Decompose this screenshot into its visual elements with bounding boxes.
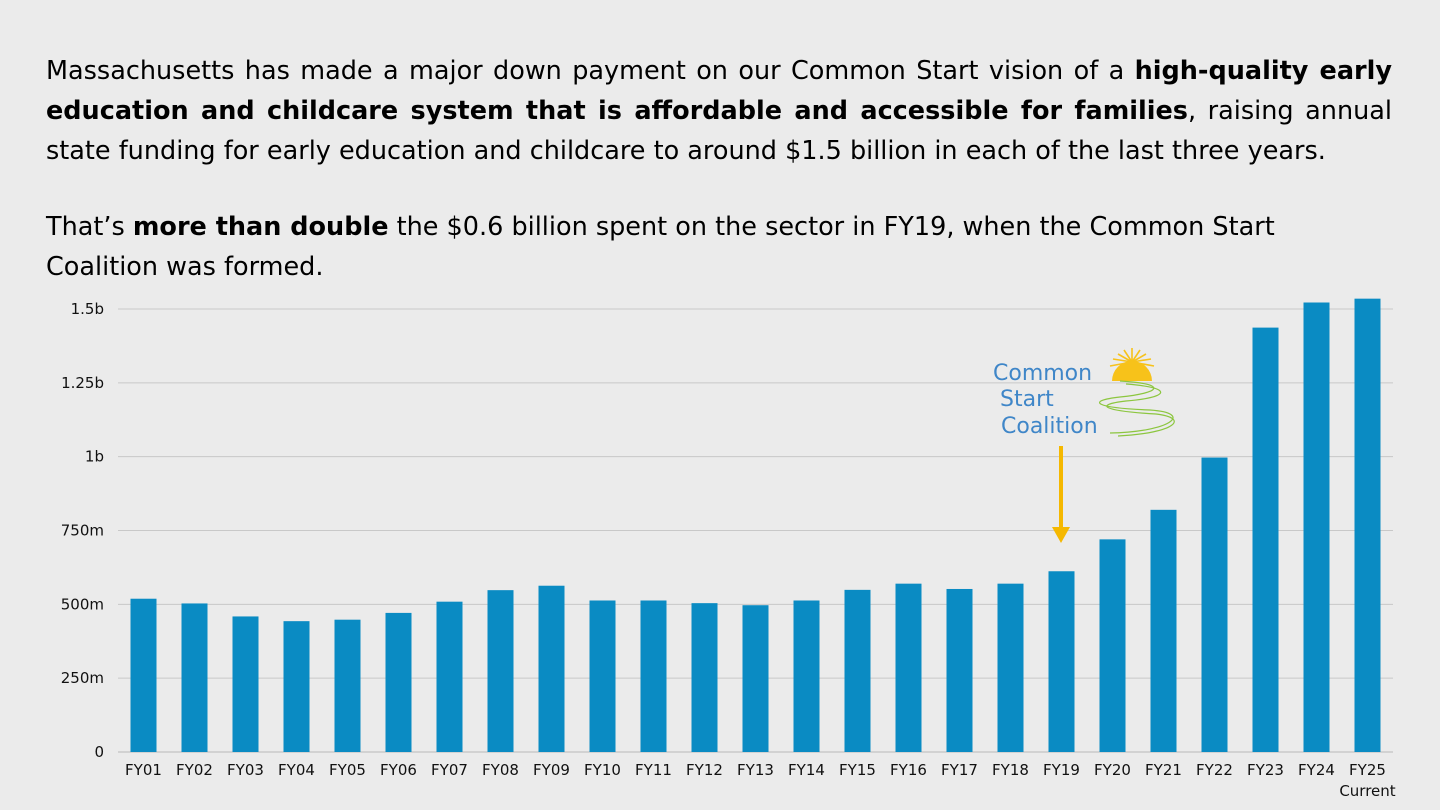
x-tick-label: FY24: [1298, 761, 1335, 779]
x-tick-label: FY15: [839, 761, 876, 779]
bar-fy24: [1303, 302, 1330, 752]
intro-paragraph: Massachusetts has made a major down paym…: [46, 51, 1392, 171]
x-tick-label: FY03: [227, 761, 264, 779]
x-tick-label: FY08: [482, 761, 519, 779]
x-tick-label: FY12: [686, 761, 723, 779]
x-tick-sublabel: Current: [1339, 782, 1395, 800]
bar-fy10: [589, 600, 616, 752]
logo-start: Start: [1000, 387, 1054, 412]
bar-fy01: [130, 598, 157, 752]
x-tick-label: FY02: [176, 761, 213, 779]
x-tick-label: FY14: [788, 761, 825, 779]
y-tick-label: 1b: [85, 448, 104, 466]
y-tick-label: 250m: [61, 669, 104, 687]
x-tick-label: FY11: [635, 761, 672, 779]
winding-road-icon-edge: [1106, 383, 1175, 437]
x-axis-tick-labels: FY01 FY02 FY03 FY04 FY05 FY06 FY07 FY08 FY09 FY10…: [125, 761, 1396, 800]
x-tick-label: FY01: [125, 761, 162, 779]
x-tick-label: FY23: [1247, 761, 1284, 779]
y-tick-label: 1.5b: [71, 300, 104, 318]
x-tick-label: FY05: [329, 761, 366, 779]
bar-fy04: [283, 621, 310, 752]
common-start-logo: Common Start Coalition: [993, 348, 1175, 439]
winding-road-icon: [1099, 380, 1174, 434]
bar-fy13: [742, 605, 769, 752]
intro-text-bold: high-quality early education and childca…: [46, 56, 1392, 126]
bars: [130, 298, 1381, 752]
bar-fy17: [946, 588, 973, 752]
bar-fy23: [1252, 327, 1279, 752]
x-tick-label: FY06: [380, 761, 417, 779]
down-arrow-icon: [1052, 527, 1070, 543]
comparison-text-2: the $0.6 billion spent on the sector in …: [46, 212, 1275, 282]
bar-fy14: [793, 600, 820, 752]
logo-coalition: Coalition: [1001, 414, 1098, 439]
y-tick-label: 750m: [61, 522, 104, 540]
x-tick-label: FY17: [941, 761, 978, 779]
bar-fy11: [640, 600, 667, 752]
bar-fy12: [691, 603, 718, 752]
y-axis-tick-labels: 0 250m 500m 750m 1b 1.25b 1.5b: [61, 300, 104, 761]
x-tick-label: FY25: [1349, 761, 1386, 779]
x-tick-label: FY20: [1094, 761, 1131, 779]
bar-fy09: [538, 585, 565, 752]
bar-fy02: [181, 603, 208, 752]
x-tick-label: FY13: [737, 761, 774, 779]
bar-fy15: [844, 589, 871, 752]
fy19-annotation-arrow: [1052, 446, 1070, 543]
bar-fy21: [1150, 509, 1177, 752]
bar-fy06: [385, 612, 412, 752]
x-tick-label: FY21: [1145, 761, 1182, 779]
x-tick-label: FY04: [278, 761, 315, 779]
x-tick-label: FY10: [584, 761, 621, 779]
bar-fy05: [334, 619, 361, 752]
bar-fy25: [1354, 298, 1381, 752]
intro-text-2: , raising annual state funding for early…: [46, 96, 1392, 166]
logo-common: Common: [993, 361, 1092, 386]
bar-fy07: [436, 601, 463, 752]
x-tick-label: FY19: [1043, 761, 1080, 779]
y-tick-label: 0: [94, 743, 104, 761]
bar-fy08: [487, 590, 514, 752]
comparison-paragraph: That’s more than double the $0.6 billion…: [46, 207, 1392, 287]
bar-fy20: [1099, 539, 1126, 752]
comparison-text-1: That’s: [46, 212, 133, 242]
comparison-text-bold: more than double: [132, 212, 389, 242]
bar-fy19: [1048, 571, 1075, 752]
x-tick-label: FY18: [992, 761, 1029, 779]
bar-fy18: [997, 583, 1024, 752]
intro-text-1: Massachusetts has made a major down paym…: [46, 56, 1135, 86]
x-tick-label: FY07: [431, 761, 468, 779]
x-tick-label: FY16: [890, 761, 927, 779]
y-tick-label: 1.25b: [61, 374, 104, 392]
x-tick-label: FY22: [1196, 761, 1233, 779]
bar-fy03: [232, 616, 259, 752]
bar-fy22: [1201, 457, 1228, 752]
x-tick-label: FY09: [533, 761, 570, 779]
bar-fy16: [895, 583, 922, 752]
sun-icon: [1112, 361, 1152, 381]
y-tick-label: 500m: [61, 595, 104, 613]
